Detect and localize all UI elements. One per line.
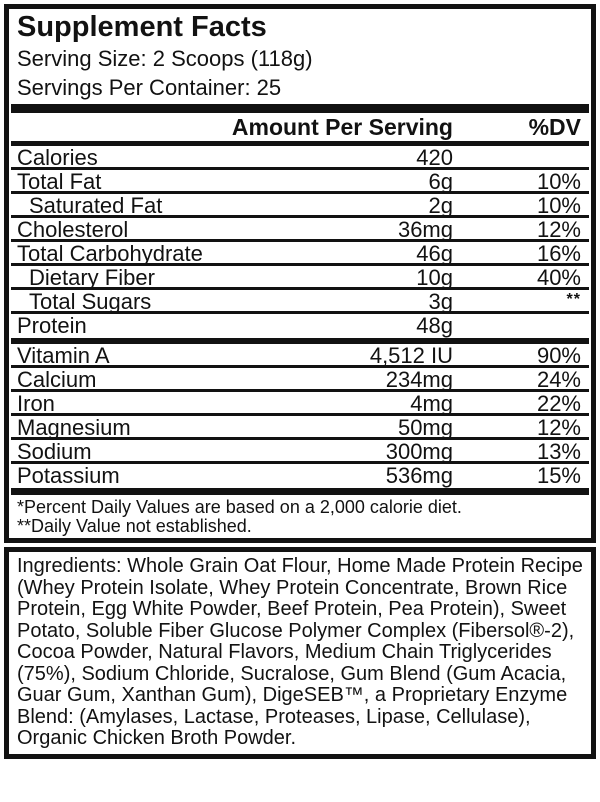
nutrient-dv: ** <box>566 291 581 308</box>
footnote-not-established: **Daily Value not established. <box>17 516 252 536</box>
nutrient-dv: 40% <box>536 265 581 290</box>
nutrient-name: Sodium <box>17 439 92 464</box>
nutrient-row: Total Sugars 3g ** <box>11 290 589 314</box>
servings-per-container-line: Servings Per Container: 25 <box>17 75 282 100</box>
nutrient-row: Magnesium 50mg 12% <box>11 416 589 440</box>
footnotes: *Percent Daily Values are based on a 2,0… <box>11 495 589 538</box>
nutrient-amount: 536mg <box>385 463 453 488</box>
nutrient-amount: 234mg <box>385 367 453 392</box>
divider-medium-header <box>11 141 589 146</box>
nutrient-amount: 36mg <box>397 217 453 242</box>
nutrient-row: Calories 420 <box>11 146 589 170</box>
supplement-facts-panel: Supplement Facts Serving Size: 2 Scoops … <box>4 4 596 543</box>
nutrient-amount: 300mg <box>385 439 453 464</box>
panel-title: Supplement Facts <box>17 11 267 43</box>
nutrient-dv: 12% <box>536 217 581 242</box>
nutrient-dv: 15% <box>536 463 581 488</box>
nutrient-name: Total Carbohydrate <box>17 241 203 266</box>
nutrient-amount: 10g <box>416 265 453 290</box>
nutrient-amount: 4,512 IU <box>369 343 453 368</box>
nutrient-dv: 10% <box>536 169 581 194</box>
nutrient-name: Magnesium <box>17 415 131 440</box>
divider-thick-top <box>11 104 589 113</box>
nutrient-dv: 90% <box>536 343 581 368</box>
serving-size-line: Serving Size: 2 Scoops (118g) <box>17 46 313 71</box>
nutrient-name: Calories <box>17 145 98 170</box>
ingredients-text: Ingredients: Whole Grain Oat Flour, Home… <box>17 555 583 749</box>
nutrient-name: Saturated Fat <box>29 193 163 218</box>
nutrient-row: Total Carbohydrate 46g 16% <box>11 242 589 266</box>
divider-thick-bottom <box>11 488 589 495</box>
nutrient-name: Vitamin A <box>17 343 110 368</box>
nutrient-name: Dietary Fiber <box>29 265 155 290</box>
nutrient-dv: 10% <box>536 193 581 218</box>
nutrient-row: Protein 48g <box>11 314 589 338</box>
amount-column-header: Amount Per Serving <box>231 114 453 140</box>
ingredients-panel: Ingredients: Whole Grain Oat Flour, Home… <box>4 547 596 759</box>
nutrient-row: Calcium 234mg 24% <box>11 368 589 392</box>
nutrient-dv: 24% <box>536 367 581 392</box>
nutrient-row: Vitamin A 4,512 IU 90% <box>11 344 589 368</box>
nutrient-amount: 50mg <box>397 415 453 440</box>
nutrient-amount: 2g <box>428 193 453 218</box>
nutrient-dv: 12% <box>536 415 581 440</box>
nutrient-name: Protein <box>17 313 87 338</box>
nutrient-dv: 13% <box>536 439 581 464</box>
nutrient-amount: 420 <box>416 145 453 170</box>
nutrient-amount: 46g <box>416 241 453 266</box>
nutrient-dv: 16% <box>536 241 581 266</box>
nutrient-dv: 22% <box>536 391 581 416</box>
nutrient-row: Saturated Fat 2g 10% <box>11 194 589 218</box>
nutrient-amount: 3g <box>428 289 453 314</box>
micronutrient-rows: Vitamin A 4,512 IU 90% Calcium 234mg 24% Iron 4… <box>11 344 589 488</box>
column-header-row: Amount Per Serving %DV <box>11 113 589 141</box>
nutrient-row: Sodium 300mg 13% <box>11 440 589 464</box>
nutrient-row: Total Fat 6g 10% <box>11 170 589 194</box>
nutrient-name: Cholesterol <box>17 217 129 242</box>
nutrient-row: Potassium 536mg 15% <box>11 464 589 488</box>
nutrient-name: Iron <box>17 391 55 416</box>
nutrient-amount: 4mg <box>410 391 453 416</box>
dv-column-header: %DV <box>528 114 581 140</box>
footnote-daily-values: *Percent Daily Values are based on a 2,0… <box>17 497 462 517</box>
nutrient-row: Iron 4mg 22% <box>11 392 589 416</box>
divider-medium-protein <box>11 338 589 344</box>
nutrient-row: Cholesterol 36mg 12% <box>11 218 589 242</box>
nutrient-name: Total Sugars <box>29 289 152 314</box>
nutrient-name: Total Fat <box>17 169 102 194</box>
nutrient-name: Potassium <box>17 463 120 488</box>
nutrient-row: Dietary Fiber 10g 40% <box>11 266 589 290</box>
macronutrient-rows: Calories 420 Total Fat 6g 10% Saturated Fat 2g… <box>11 146 589 338</box>
nutrient-name: Calcium <box>17 367 97 392</box>
nutrient-amount: 6g <box>428 169 453 194</box>
nutrient-amount: 48g <box>416 313 453 338</box>
